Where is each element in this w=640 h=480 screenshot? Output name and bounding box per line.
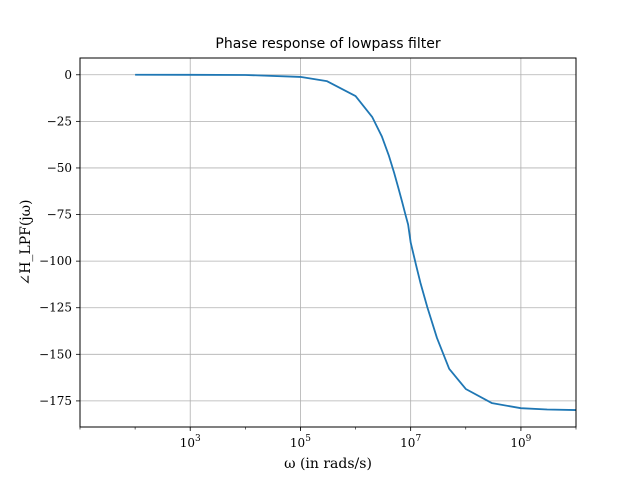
x-tick-label: 105 [290, 434, 311, 450]
y-tick-label: −125 [39, 301, 72, 315]
plot-frame [79, 57, 577, 428]
y-tick-label: −75 [47, 208, 72, 222]
y-axis-label: ∠H_LPF(jω) [18, 199, 34, 285]
y-tick-label: −175 [39, 394, 72, 408]
chart-title: Phase response of lowpass filter [215, 36, 440, 52]
x-tick-label: 103 [180, 434, 201, 450]
grid [80, 58, 576, 427]
x-tick-label: 109 [510, 434, 531, 450]
y-tick-label: −100 [39, 254, 72, 268]
y-tick-label: −150 [39, 347, 72, 361]
x-tick-label: 107 [400, 434, 421, 450]
ticks: 103 105 107 109 0 −25 −50 −75 −100 −125 −150 −175 [39, 68, 577, 450]
series-line [135, 73, 577, 411]
y-tick-label: 0 [64, 68, 72, 82]
series-layer [135, 73, 577, 411]
x-axis-label: ω (in rads/s) [284, 456, 372, 472]
y-tick-label: −25 [47, 114, 72, 128]
y-tick-label: −50 [47, 161, 72, 175]
